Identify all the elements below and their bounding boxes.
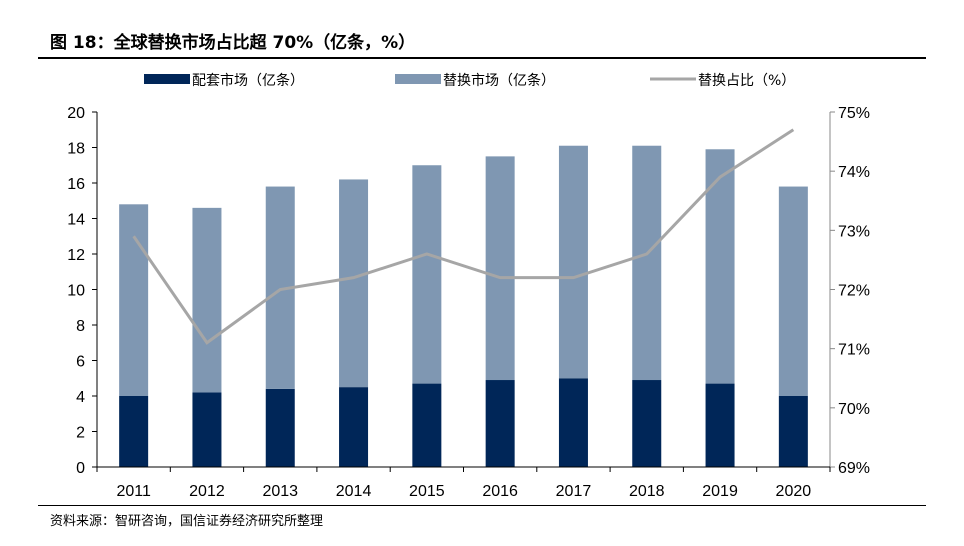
left-tick-label: 2 — [76, 425, 85, 442]
bar-replacement-2017 — [558, 145, 588, 379]
left-tick-label: 4 — [76, 389, 85, 406]
x-tick-label: 2011 — [116, 483, 151, 500]
title-divider — [38, 57, 926, 59]
right-tick-label: 72% — [838, 283, 870, 300]
bar-oe-2016 — [485, 380, 515, 467]
bar-replacement-2012 — [192, 207, 222, 393]
chart-title: 图 18：全球替换市场占比超 70%（亿条，%） — [50, 33, 416, 53]
legend-label: 替换市场（亿条） — [443, 72, 555, 89]
left-tick-label: 6 — [76, 354, 85, 371]
left-tick-label: 18 — [67, 141, 85, 158]
x-tick-label: 2018 — [629, 483, 665, 500]
x-tick-label: 2012 — [189, 483, 225, 500]
source-note: 资料来源：智研咨询，国信证券经济研究所整理 — [50, 514, 324, 529]
line-replacement-share — [132, 128, 795, 345]
legend-swatch — [395, 74, 441, 84]
x-tick-label: 2017 — [556, 483, 592, 500]
x-tick-label: 2019 — [702, 483, 738, 500]
bar-oe-2018 — [632, 380, 662, 467]
left-tick-label: 0 — [76, 460, 85, 477]
right-tick-label: 75% — [838, 105, 870, 122]
bar-replacement-2014 — [339, 179, 369, 388]
right-tick-label: 74% — [838, 164, 870, 181]
left-tick-label: 8 — [76, 318, 85, 335]
bar-oe-2020 — [778, 396, 808, 467]
bar-oe-2012 — [192, 392, 222, 467]
right-tick-label: 69% — [838, 460, 870, 477]
source-divider — [38, 505, 926, 506]
legend-label: 配套市场（亿条） — [192, 72, 304, 89]
left-tick-label: 14 — [67, 212, 85, 229]
left-tick-label: 16 — [67, 176, 85, 193]
x-tick-label: 2020 — [776, 483, 812, 500]
right-tick-label: 71% — [838, 342, 870, 359]
bar-replacement-2018 — [632, 145, 662, 381]
right-tick-label: 70% — [838, 401, 870, 418]
bar-replacement-2011 — [119, 204, 149, 396]
bar-replacement-2016 — [485, 156, 515, 381]
bar-replacement-2019 — [705, 149, 735, 384]
bar-oe-2019 — [705, 383, 735, 467]
bar-replacement-2015 — [412, 165, 442, 384]
bar-replacement-2020 — [778, 186, 808, 396]
right-tick-label: 73% — [838, 223, 870, 240]
left-tick-label: 20 — [67, 105, 85, 122]
bar-oe-2014 — [339, 387, 369, 467]
left-tick-label: 10 — [67, 283, 85, 300]
x-tick-label: 2014 — [336, 483, 372, 500]
x-tick-label: 2013 — [262, 483, 298, 500]
x-tick-label: 2016 — [482, 483, 518, 500]
bar-oe-2017 — [558, 378, 588, 467]
bar-oe-2011 — [119, 396, 149, 467]
bar-oe-2015 — [412, 383, 442, 467]
x-tick-label: 2015 — [409, 483, 445, 500]
bar-oe-2013 — [265, 388, 295, 467]
legend-label: 替换占比（%） — [698, 72, 795, 89]
legend-swatch — [144, 74, 190, 84]
left-tick-label: 12 — [67, 247, 85, 264]
